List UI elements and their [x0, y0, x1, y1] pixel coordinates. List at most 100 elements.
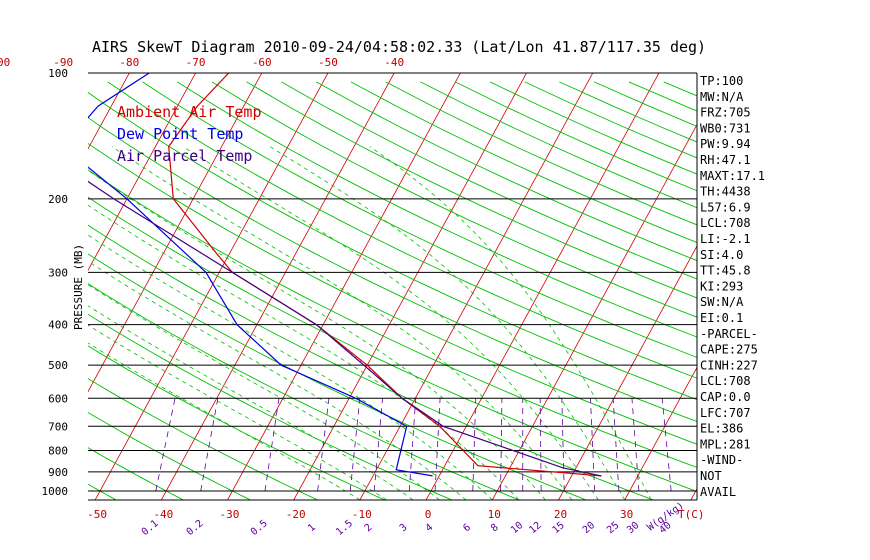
pressure-tick-label: 400: [48, 319, 68, 332]
pressure-tick-label: 900: [48, 466, 68, 479]
mixing-ratio-line: [472, 398, 477, 492]
dew-point-line: [88, 73, 433, 477]
axes: -120-110-100-90-80-70-60-50-40-50-40-30-…: [0, 56, 705, 538]
mixing-ratio-line: [661, 398, 672, 492]
isotherm-line: [227, 73, 461, 500]
index-item: CAPE:275: [700, 343, 758, 357]
index-item: LI:-2.1: [700, 232, 751, 246]
dry-adiabat-line: [88, 196, 697, 492]
dry-adiabat-line: [88, 91, 697, 401]
bottom-temp-tick-label: -10: [352, 508, 372, 521]
mixing-ratio-line: [317, 398, 330, 492]
index-item: LCL:708: [700, 374, 751, 388]
top-temp-tick-label: -60: [252, 56, 272, 69]
data-marks: [88, 73, 602, 477]
index-item: LCL:708: [700, 216, 751, 230]
index-item: FRZ:705: [700, 106, 751, 120]
mixing-ratio-tick-label: 25: [605, 520, 621, 536]
mixing-ratio-line: [434, 398, 441, 492]
index-item: -WIND-: [700, 453, 743, 467]
bottom-temp-tick-label: 30: [620, 508, 633, 521]
moist-adiabat-line: [88, 305, 414, 500]
pressure-tick-label: 500: [48, 359, 68, 372]
pressure-tick-label: 200: [48, 193, 68, 206]
mixing-ratio-tick-label: 4: [424, 522, 436, 534]
dry-adiabat-line: [88, 142, 697, 445]
isotherm-line: [757, 64, 870, 500]
moist-adiabat-line: [88, 260, 467, 500]
mixing-ratio-line: [373, 398, 383, 492]
mixing-ratio-line: [155, 398, 176, 492]
dry-adiabat-line: [350, 81, 697, 244]
isotherm-line: [88, 73, 197, 272]
mixing-ratio-line: [500, 398, 503, 492]
isotherm-line: [0, 64, 68, 500]
dry-adiabat-line: [107, 81, 697, 379]
index-item: TT:45.8: [700, 264, 751, 278]
isotherm-line: [94, 73, 329, 500]
mixing-ratio-tick-label: 3: [398, 522, 410, 534]
dry-adiabat-line: [88, 169, 697, 468]
legend-entry: Air Parcel Temp: [117, 147, 252, 165]
index-item: MAXT:17.1: [700, 169, 765, 183]
mixing-ratio-tick-label: 6: [461, 522, 473, 534]
isotherm-line: [624, 366, 697, 500]
dry-adiabat-line: [211, 81, 697, 318]
pressure-tick-label: 600: [48, 392, 68, 405]
isotherm-line: [88, 73, 263, 393]
dry-adiabat-line: [88, 117, 697, 423]
x-axis-label: T(C): [678, 508, 705, 521]
mixing-ratio-tick-label: 0.2: [185, 518, 206, 538]
dry-adiabat-line: [663, 81, 697, 97]
bottom-temp-tick-label: 20: [554, 508, 567, 521]
bottom-temp-tick-label: -20: [286, 508, 306, 521]
index-item: PW:9.94: [700, 137, 751, 151]
bottom-temp-tick-label: 10: [488, 508, 501, 521]
dry-adiabat-line: [88, 283, 519, 500]
mixing-ratio-line: [539, 398, 542, 492]
moist-adiabat-line: [88, 284, 440, 500]
dry-adiabat-line: [142, 81, 697, 358]
dry-adiabat-line: [88, 483, 117, 500]
dry-adiabat-line: [455, 81, 697, 192]
mixing-ratio-tick-label: 10: [509, 520, 525, 536]
mixing-ratio-tick-label: 1: [306, 522, 318, 534]
dry-adiabat-line: [88, 412, 251, 500]
bottom-temp-tick-label: -30: [220, 508, 240, 521]
mixing-ratio-tick-label: 2: [363, 522, 375, 534]
parcel-temp-line: [88, 180, 602, 477]
mixing-ratio-tick-label: 0.5: [249, 518, 270, 538]
mixing-ratio-line: [561, 398, 565, 492]
index-item: TP:100: [700, 74, 743, 88]
index-item: MW:N/A: [700, 90, 744, 104]
isotherm-line: [359, 73, 594, 500]
index-item: CINH:227: [700, 358, 758, 372]
pressure-tick-label: 700: [48, 420, 68, 433]
isotherm-line: [161, 73, 395, 500]
mixing-ratio-line: [631, 398, 640, 492]
mixing-ratio-tick-label: 8: [489, 522, 501, 534]
moist-adiabat-line: [88, 234, 493, 500]
dry-adiabat-line: [88, 253, 586, 500]
bottom-temp-tick-label: -40: [153, 508, 173, 521]
pressure-tick-label: 100: [48, 67, 68, 80]
dry-adiabat-line: [768, 82, 870, 500]
legend-entry: Ambient Air Temp: [117, 103, 262, 121]
dry-adiabat-line: [88, 447, 184, 500]
index-item: MPL:281: [700, 437, 751, 451]
legend-entry: Dew Point Temp: [117, 125, 243, 143]
bottom-temp-tick-label: 0: [425, 508, 432, 521]
dry-adiabat-line: [176, 81, 697, 338]
moist-adiabat-line: [182, 146, 599, 500]
index-item: L57:6.9: [700, 200, 751, 214]
index-item: TH:4438: [700, 185, 751, 199]
mixing-ratio-tick-label: 1.5: [334, 518, 355, 538]
dry-adiabat-line: [315, 81, 697, 262]
mixing-ratio-line: [612, 398, 620, 492]
pressure-tick-label: 300: [48, 266, 68, 279]
dry-adiabat-line: [733, 82, 870, 500]
moist-adiabat-line: [88, 204, 520, 500]
dry-adiabat-line: [281, 81, 697, 280]
